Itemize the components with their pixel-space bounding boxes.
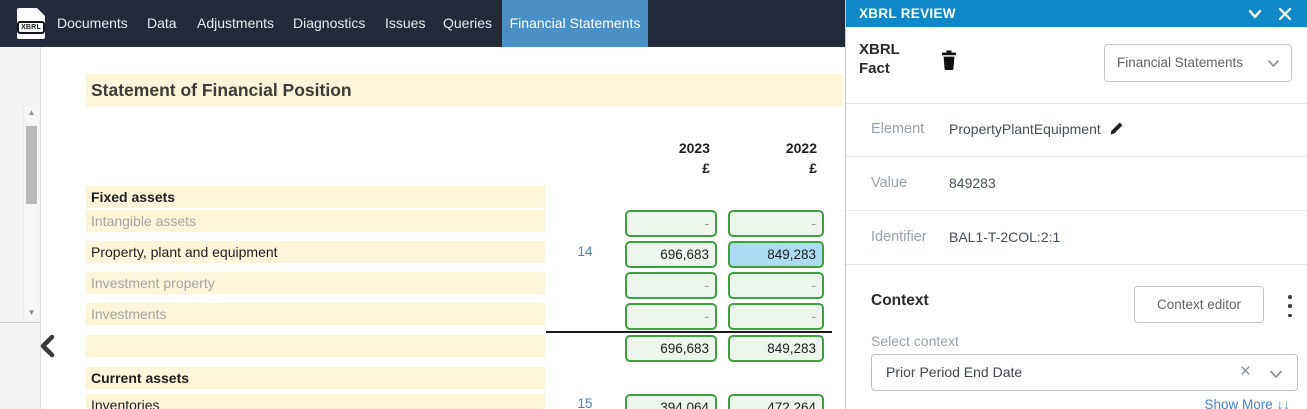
fact-type-dropdown[interactable]: Financial Statements: [1104, 44, 1292, 82]
note-number[interactable]: 14: [577, 244, 593, 259]
nav-tab-issues[interactable]: Issues: [385, 15, 426, 31]
show-more-label: Show More: [1204, 397, 1273, 409]
section-row-current-assets: Current assets: [86, 367, 545, 389]
field-value-element: PropertyPlantEquipment: [949, 121, 1124, 139]
panel-title: XBRL REVIEW: [859, 6, 956, 21]
divider: [846, 103, 1307, 104]
logo-text: XBRL: [17, 21, 45, 34]
left-sidebar-strip: ▲ ▼: [0, 47, 41, 409]
field-label-value: Value: [871, 175, 908, 191]
field-value-value: 849283: [949, 175, 996, 191]
context-editor-button[interactable]: Context editor: [1134, 286, 1264, 323]
total-row-band: [86, 335, 545, 357]
kebab-menu-icon[interactable]: [1285, 295, 1295, 317]
divider: [846, 210, 1307, 211]
nav-tab-financial-statements[interactable]: Financial Statements: [502, 0, 648, 47]
fact-section-title: XBRL Fact: [859, 41, 900, 77]
currency-header-2022: £: [809, 160, 817, 176]
sidebar-divider: [0, 322, 41, 323]
divider: [846, 156, 1307, 157]
fact-cell[interactable]: -: [728, 210, 824, 237]
row-label-intangible-assets: Intangible assets: [86, 210, 545, 232]
fact-cell[interactable]: 849,283: [728, 335, 824, 362]
clear-icon[interactable]: ×: [1239, 361, 1251, 382]
context-select-dropdown[interactable]: Prior Period End Date ×: [871, 354, 1298, 391]
nav-tab-queries[interactable]: Queries: [443, 15, 493, 31]
scrollbar-thumb[interactable]: [26, 126, 37, 204]
logo-fold: [37, 8, 45, 16]
fact-cell[interactable]: -: [728, 303, 824, 330]
chevron-down-icon: [1267, 57, 1280, 75]
section-row-fixed-assets: Fixed assets: [86, 186, 545, 208]
nav-tab-data[interactable]: Data: [147, 15, 177, 31]
row-label-property-plant-equipment: Property, plant and equipment: [86, 241, 545, 263]
fact-cell[interactable]: 394,064: [625, 394, 717, 409]
collapse-chevron-icon[interactable]: [1247, 6, 1263, 22]
nav-tab-diagnostics[interactable]: Diagnostics: [293, 15, 366, 31]
fact-cell[interactable]: 472,264: [728, 394, 824, 409]
chevron-left-icon[interactable]: [36, 333, 60, 359]
column-header-2022: 2022: [785, 140, 817, 156]
edit-pencil-icon[interactable]: [1109, 121, 1124, 139]
xbrl-review-panel: XBRL REVIEW XBRL Fact Financial Statemen…: [845, 0, 1307, 409]
fact-cell[interactable]: -: [728, 272, 824, 299]
element-value-text: PropertyPlantEquipment: [949, 121, 1101, 137]
context-selected-value: Prior Period End Date: [886, 364, 1023, 380]
row-label-inventories: Inventories: [86, 394, 545, 409]
trash-icon[interactable]: [941, 50, 957, 71]
fact-cell[interactable]: -: [625, 303, 717, 330]
fact-cell-selected[interactable]: 849,283: [728, 241, 824, 268]
divider: [846, 264, 1307, 265]
context-section-title: Context: [871, 292, 929, 309]
total-rule-line: [546, 331, 832, 333]
xbrl-logo-icon: XBRL: [17, 8, 45, 39]
nav-tab-documents[interactable]: Documents: [57, 15, 128, 31]
panel-header: XBRL REVIEW: [846, 0, 1307, 27]
scroll-down-arrow-icon[interactable]: ▼: [27, 308, 36, 317]
double-down-arrow-icon: ↓↓: [1276, 397, 1291, 409]
note-number[interactable]: 15: [577, 396, 593, 409]
fact-cell[interactable]: 696,683: [625, 241, 717, 268]
vertical-scrollbar[interactable]: ▲ ▼: [23, 107, 38, 319]
currency-header-2023: £: [702, 160, 710, 176]
row-label-investments: Investments: [86, 303, 545, 325]
field-label-element: Element: [871, 121, 925, 137]
fact-cell[interactable]: -: [625, 210, 717, 237]
column-header-2023: 2023: [678, 140, 710, 156]
field-value-identifier: BAL1-T-2COL:2:1: [949, 229, 1061, 245]
fact-type-dropdown-value: Financial Statements: [1117, 55, 1244, 70]
fact-cell[interactable]: 696,683: [625, 335, 717, 362]
show-more-link[interactable]: Show More ↓↓: [1204, 397, 1290, 409]
scroll-up-arrow-icon[interactable]: ▲: [27, 108, 36, 117]
page-title: Statement of Financial Position: [86, 74, 843, 106]
nav-tab-adjustments[interactable]: Adjustments: [197, 15, 275, 31]
chevron-down-icon: [1269, 367, 1283, 386]
close-icon[interactable]: [1277, 6, 1293, 22]
fact-cell[interactable]: -: [625, 272, 717, 299]
field-label-identifier: Identifier: [871, 229, 927, 245]
row-label-investment-property: Investment property: [86, 272, 545, 294]
select-context-label: Select context: [871, 333, 959, 349]
top-nav-bar: XBRL Documents Data Adjustments Diagnost…: [0, 0, 845, 47]
